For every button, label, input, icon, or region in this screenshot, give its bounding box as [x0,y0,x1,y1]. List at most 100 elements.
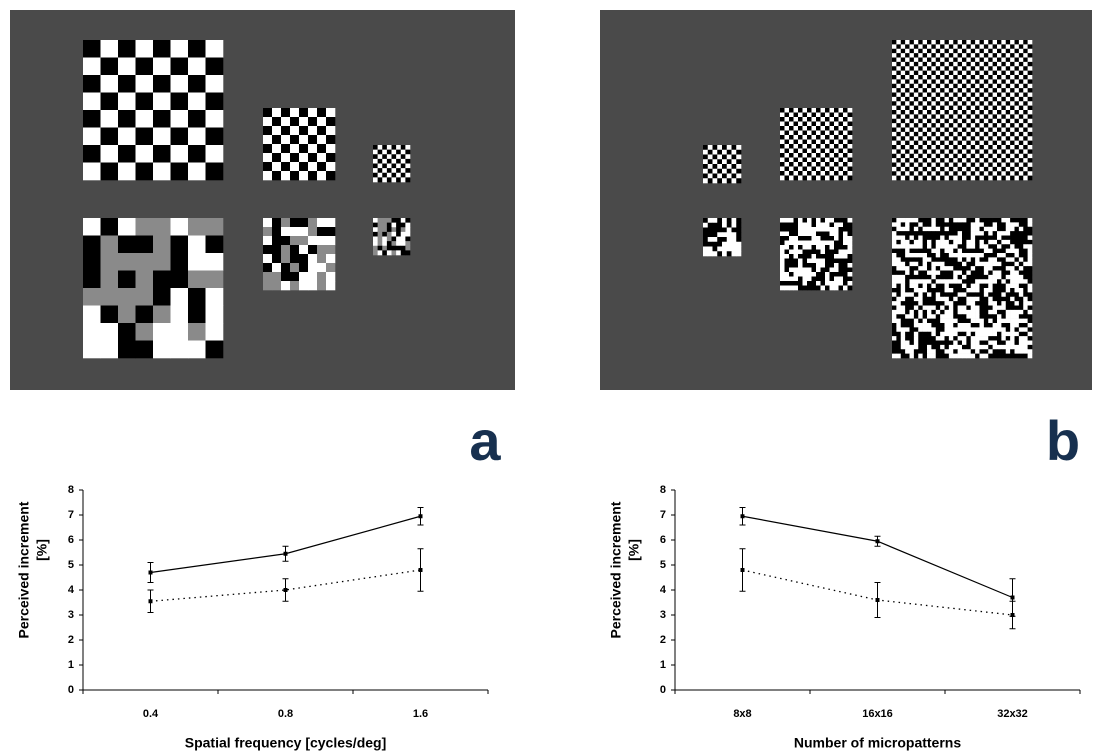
check-cell [975,176,980,181]
check-cell [936,110,941,115]
check-cell [988,262,993,267]
check-cell [892,244,897,249]
check-cell [918,101,923,106]
check-cell [918,306,923,311]
check-cell [910,84,915,89]
check-cell [927,79,932,84]
check-cell [910,62,915,67]
check-cell [830,108,835,113]
check-cell [927,257,932,262]
check-cell [905,58,910,63]
check-cell [703,247,708,252]
check-cell [940,231,945,236]
check-cell [1006,123,1011,128]
y-tick-label: 0 [68,684,74,696]
check-cell [405,177,410,182]
check-cell [1010,149,1015,154]
check-cell [1010,101,1015,106]
check-cell [1023,262,1028,267]
check-cell [914,58,919,63]
check-cell [821,158,826,163]
check-cell [794,131,799,136]
check-cell [848,245,853,250]
check-cell [722,155,727,160]
check-cell [843,149,848,154]
check-cell [927,75,932,80]
check-cell [892,306,897,311]
check-cell [839,245,844,250]
check-cell [997,288,1002,293]
check-cell [789,144,794,149]
check-cell [927,145,932,150]
check-cell [392,145,397,150]
check-cell [953,110,958,115]
check-cell [171,110,189,128]
check-cell [317,245,326,254]
check-cell [931,84,936,89]
check-cell [892,158,897,163]
check-cell [892,128,897,133]
check-cell [975,101,980,106]
check-cell [299,108,308,117]
check-cell [118,323,136,341]
check-cell [949,158,954,163]
check-cell [988,323,993,328]
check-cell [1019,88,1024,93]
check-cell [281,117,290,126]
check-cell [789,241,794,246]
check-cell [997,319,1002,324]
check-cell [945,262,950,267]
check-cell [988,114,993,119]
check-cell [1028,231,1033,236]
check-cell [949,227,954,232]
check-cell [780,281,785,286]
check-cell [1006,163,1011,168]
check-cell [803,162,808,167]
check-cell [1001,323,1006,328]
check-cell [396,173,401,178]
check-cell [1023,341,1028,346]
check-cell [821,218,826,223]
check-cell [988,240,993,245]
check-cell [896,236,901,241]
check-cell [966,257,971,262]
check-cell [953,158,958,163]
check-cell [892,227,897,232]
check-cell [789,223,794,228]
check-cell [910,336,915,341]
check-cell [326,263,335,272]
check-cell [1001,236,1006,241]
check-cell [980,145,985,150]
check-cell [816,223,821,228]
check-cell [785,135,790,140]
check-cell [910,284,915,289]
x-axis-title: Number of micropatterns [794,735,961,751]
check-cell [910,341,915,346]
check-cell [958,101,963,106]
check-cell [945,279,950,284]
check-cell [1010,71,1015,76]
check-cell [936,354,941,359]
check-cell [896,301,901,306]
check-cell [1001,306,1006,311]
check-cell [997,314,1002,319]
check-cell [945,71,950,76]
check-cell [101,110,119,128]
check-cell [794,250,799,255]
check-cell [794,117,799,122]
check-cell [834,158,839,163]
check-cell [708,247,713,252]
check-cell [1001,266,1006,271]
check-cell [1010,141,1015,146]
check-cell [812,227,817,232]
check-cell [803,223,808,228]
check-cell [971,231,976,236]
check-cell [794,281,799,286]
check-cell [975,110,980,115]
check-cell [1028,101,1033,106]
check-cell [789,108,794,113]
check-cell [1023,266,1028,271]
check-cell [825,126,830,131]
check-cell [405,227,410,232]
check-cell [962,114,967,119]
